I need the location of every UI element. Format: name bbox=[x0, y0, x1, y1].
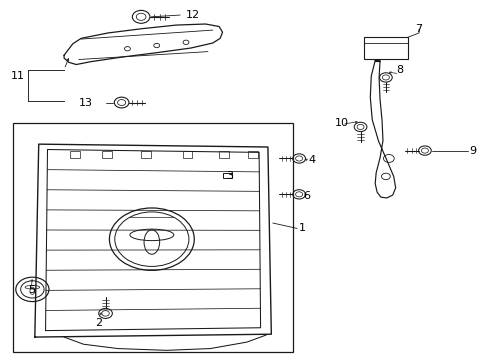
Text: 13: 13 bbox=[79, 98, 93, 108]
Text: 12: 12 bbox=[186, 10, 200, 20]
Text: 11: 11 bbox=[11, 71, 25, 81]
Bar bbox=[13, 123, 293, 352]
Text: 5: 5 bbox=[28, 285, 35, 296]
Bar bbox=[70, 151, 80, 158]
Text: 3: 3 bbox=[226, 171, 233, 181]
Text: 8: 8 bbox=[395, 64, 402, 75]
FancyBboxPatch shape bbox=[222, 173, 232, 178]
Text: 10: 10 bbox=[334, 118, 348, 128]
Text: 7: 7 bbox=[415, 24, 422, 35]
Bar bbox=[182, 151, 192, 158]
Text: 1: 1 bbox=[298, 224, 305, 233]
Text: 4: 4 bbox=[307, 155, 315, 165]
Bar bbox=[219, 151, 228, 158]
Text: 6: 6 bbox=[302, 191, 309, 201]
Text: 9: 9 bbox=[468, 145, 475, 156]
Bar bbox=[102, 151, 112, 158]
Bar bbox=[141, 151, 151, 158]
Text: 2: 2 bbox=[95, 318, 102, 328]
Bar bbox=[363, 37, 407, 59]
Bar bbox=[248, 151, 258, 158]
